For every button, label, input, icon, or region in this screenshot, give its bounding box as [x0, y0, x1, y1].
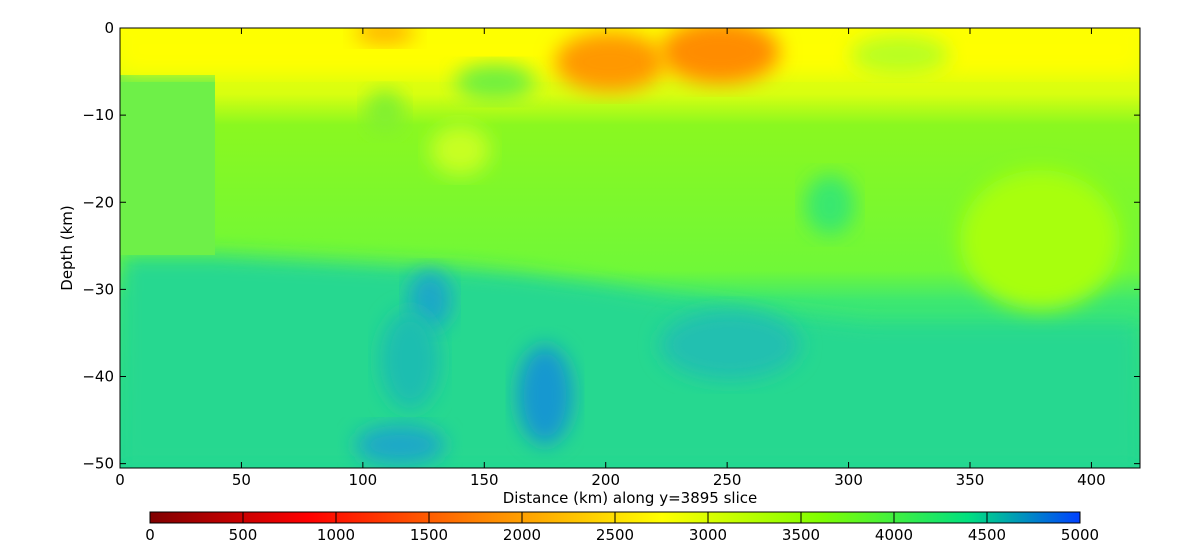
colorbar-tick-label: 4000 — [875, 526, 913, 544]
x-axis-title: Distance (km) along y=3895 slice — [503, 489, 757, 507]
x-axis: 0 50 100 150 200 250 300 350 400 — [115, 28, 1106, 489]
colorbar-tick-label: 500 — [229, 526, 258, 544]
colorbar-tick-label: 2500 — [596, 526, 634, 544]
x-tick-label: 250 — [713, 471, 742, 489]
colorbar-tick-label: 3500 — [782, 526, 820, 544]
anomaly-orange-2 — [660, 28, 780, 84]
colorbar-tick-label: 5000 — [1061, 526, 1099, 544]
heatmap-field — [120, 28, 1140, 468]
y-axis: 0 −10 −20 −30 −40 −50 — [82, 19, 1140, 473]
x-tick-label: 400 — [1077, 471, 1106, 489]
y-tick-label: 0 — [104, 19, 114, 37]
colorbar-tick-label: 1000 — [317, 526, 355, 544]
y-tick-label: −50 — [82, 455, 114, 473]
colorbar-tick-label: 1500 — [410, 526, 448, 544]
x-tick-label: 50 — [232, 471, 251, 489]
high-velocity-body-2 — [517, 345, 573, 445]
x-tick-label: 100 — [349, 471, 378, 489]
lower-crust-region — [120, 255, 1140, 468]
y-axis-title: Depth (km) — [58, 205, 76, 290]
y-tick-label: −20 — [82, 193, 114, 211]
plot-frame — [119, 27, 1141, 469]
x-tick-label: 200 — [591, 471, 620, 489]
y-tick-label: −40 — [82, 368, 114, 386]
x-tick-label: 300 — [834, 471, 863, 489]
colorbar-tick-label: 3000 — [689, 526, 727, 544]
anomaly-orange-1 — [555, 32, 665, 92]
colorbar-tick-label: 0 — [145, 526, 155, 544]
x-tick-label: 350 — [956, 471, 985, 489]
left-block-region — [120, 75, 215, 255]
x-tick-label: 150 — [470, 471, 499, 489]
y-tick-label: −30 — [82, 280, 114, 298]
x-tick-label: 0 — [115, 471, 125, 489]
colorbar-tick-label: 2000 — [503, 526, 541, 544]
y-tick-label: −10 — [82, 106, 114, 124]
colorbar-tick-label: 4500 — [968, 526, 1006, 544]
colorbar-ticks: 0 500 1000 1500 2000 2500 3000 3500 4000 4500 5000 — [145, 512, 1099, 544]
